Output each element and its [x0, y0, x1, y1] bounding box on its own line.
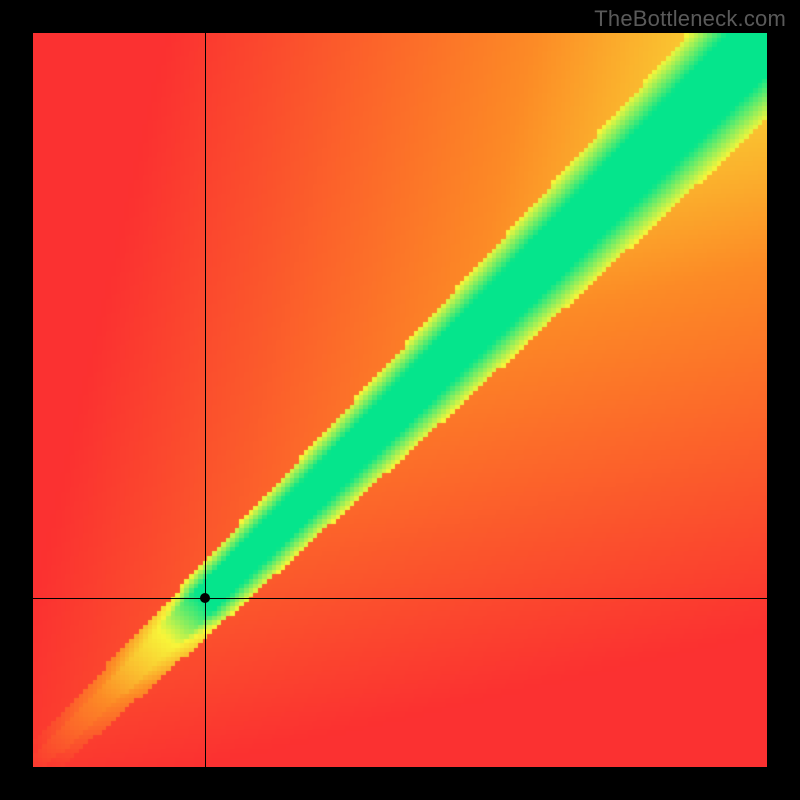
- heatmap-plot: [33, 33, 767, 767]
- selection-marker: [200, 593, 210, 603]
- crosshair-vertical: [205, 33, 206, 767]
- crosshair-horizontal: [33, 598, 767, 599]
- heatmap-canvas: [33, 33, 767, 767]
- watermark-text: TheBottleneck.com: [594, 6, 786, 32]
